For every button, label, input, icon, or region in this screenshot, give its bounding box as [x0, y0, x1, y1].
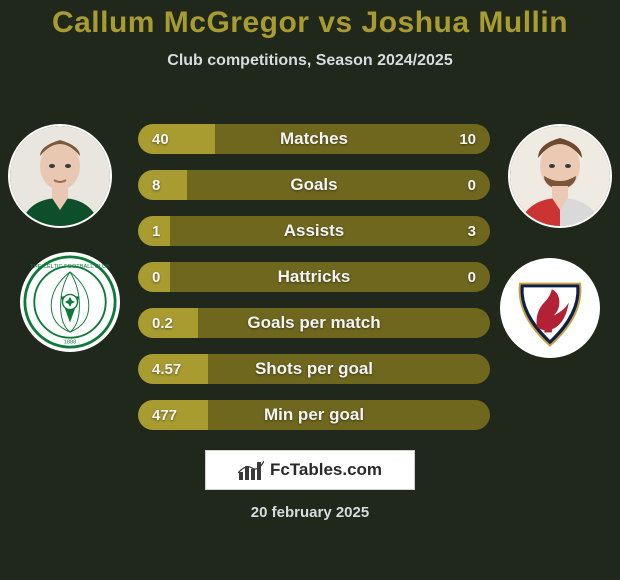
stat-label: Matches [138, 124, 490, 154]
stat-label: Goals [138, 170, 490, 200]
stat-row: 0Hattricks0 [138, 262, 490, 292]
watermark-text: FcTables.com [270, 460, 382, 480]
stat-value-right: 0 [468, 262, 476, 292]
stat-row: 4.57Shots per goal [138, 354, 490, 384]
stat-value-right: 0 [468, 170, 476, 200]
stat-label: Hattricks [138, 262, 490, 292]
stat-row: 1Assists3 [138, 216, 490, 246]
player-avatar-left [8, 124, 112, 228]
svg-text:THE CELTIC FOOTBALL CLUB: THE CELTIC FOOTBALL CLUB [30, 264, 110, 270]
stat-label: Min per goal [138, 400, 490, 430]
stat-row: 8Goals0 [138, 170, 490, 200]
stat-label: Assists [138, 216, 490, 246]
stat-label: Goals per match [138, 308, 490, 338]
crest-icon [503, 261, 597, 355]
player-avatar-right [508, 124, 612, 228]
stat-label: Shots per goal [138, 354, 490, 384]
subtitle: Club competitions, Season 2024/2025 [0, 52, 620, 70]
stat-row: 477Min per goal [138, 400, 490, 430]
stat-value-right: 10 [459, 124, 476, 154]
bars-icon [238, 460, 264, 480]
date: 20 february 2025 [0, 504, 620, 521]
watermark: FcTables.com [205, 450, 415, 490]
club-crest-left: THE CELTIC FOOTBALL CLUB 1888 [20, 252, 120, 352]
person-icon [10, 126, 110, 226]
stat-value-right: 3 [468, 216, 476, 246]
svg-text:1888: 1888 [64, 339, 77, 345]
stat-rows: 40Matches108Goals01Assists30Hattricks00.… [138, 124, 490, 430]
person-icon [510, 126, 610, 226]
crest-icon: THE CELTIC FOOTBALL CLUB 1888 [23, 255, 117, 349]
club-crest-right [500, 258, 600, 358]
stat-row: 0.2Goals per match [138, 308, 490, 338]
stat-row: 40Matches10 [138, 124, 490, 154]
comparison-card: Callum McGregor vs Joshua Mullin Club co… [0, 0, 620, 580]
page-title: Callum McGregor vs Joshua Mullin [0, 6, 620, 40]
